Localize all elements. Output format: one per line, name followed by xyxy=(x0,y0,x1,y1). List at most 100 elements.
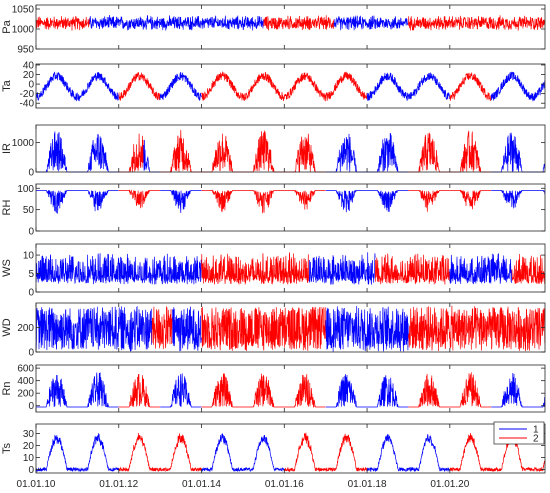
series-1-line xyxy=(491,372,546,408)
y-tick-label: 40 xyxy=(23,60,35,71)
series-2-line xyxy=(408,15,546,31)
series-1-line xyxy=(36,131,119,173)
series-2-line xyxy=(160,129,202,173)
series-2-line xyxy=(408,305,546,352)
series-2-line xyxy=(283,432,368,473)
y-tick-label: 1000 xyxy=(12,138,35,149)
axes-frame xyxy=(35,4,546,50)
x-tick-label: 01.01.12 xyxy=(99,479,138,490)
series-2-line xyxy=(408,130,492,173)
series-2-line xyxy=(118,133,144,173)
series-1-line xyxy=(160,373,202,408)
y-tick-label: 200 xyxy=(17,323,34,334)
panel-pa: 1050 1000 950 Pa xyxy=(1,4,546,56)
x-tick-label: 01.01.14 xyxy=(182,479,221,490)
y-tick-label: -20 xyxy=(20,89,35,100)
series-1-line xyxy=(35,305,153,352)
y-tick-label: 0 xyxy=(28,348,34,359)
series-2-line xyxy=(201,71,368,102)
axes-frame xyxy=(35,183,546,232)
series-1-line xyxy=(491,189,546,209)
x-tick-label: 01.01.10 xyxy=(17,479,56,490)
series-1-line xyxy=(490,71,546,102)
y-axis-label: RH xyxy=(1,200,13,216)
y-axis-label: Ta xyxy=(1,79,13,92)
legend-label-1: 1 xyxy=(533,425,539,436)
series-2-line xyxy=(151,306,173,350)
series-2-line xyxy=(408,372,492,408)
series-2-line xyxy=(449,432,546,472)
panel-ir: 1000 0 IR xyxy=(1,124,546,179)
y-axis-label: Rn xyxy=(1,381,13,395)
y-tick-label: 0 xyxy=(28,401,34,412)
y-tick-label: 1050 xyxy=(12,5,35,16)
panel-rh: 100 50 0 RH xyxy=(1,183,546,238)
series-1-line xyxy=(491,132,546,173)
y-tick-label: 0 xyxy=(28,80,34,91)
series-1-line xyxy=(325,132,409,173)
series-1-line xyxy=(325,305,409,352)
y-tick-label: 10 xyxy=(23,251,35,262)
y-tick-label: 5 xyxy=(28,269,34,280)
series-1-line xyxy=(143,139,160,173)
y-axis-label: IR xyxy=(1,143,13,154)
y-tick-label: 20 xyxy=(23,70,35,81)
series-2-line xyxy=(35,16,90,31)
series-1-line xyxy=(36,189,119,214)
axes-frame xyxy=(35,124,546,173)
series-2-line xyxy=(201,189,326,214)
y-tick-label: -40 xyxy=(20,99,35,110)
y-tick-label: 10 xyxy=(23,453,35,464)
y-axis-label: Pa xyxy=(1,19,13,33)
y-tick-label: 0 xyxy=(28,227,34,238)
axes-frame xyxy=(35,423,546,474)
series-1-line xyxy=(159,72,202,101)
y-axis-label: WD xyxy=(1,318,13,336)
series-2-line xyxy=(408,189,492,212)
y-tick-label: 50 xyxy=(23,205,35,216)
series-1-line xyxy=(89,14,264,31)
y-tick-label: 0 xyxy=(28,288,34,299)
series-2-line xyxy=(263,15,335,31)
legend-label-2: 2 xyxy=(533,434,539,445)
series-2-line xyxy=(201,373,326,408)
series-1-line xyxy=(325,189,409,213)
axes-frame xyxy=(35,364,546,413)
y-tick-label: 1000 xyxy=(12,25,35,36)
series-1-line xyxy=(366,434,450,473)
y-tick-label: 0 xyxy=(28,465,34,476)
y-tick-label: 950 xyxy=(17,45,34,56)
y-tick-label: 30 xyxy=(23,429,35,440)
series-1-line xyxy=(35,433,120,473)
legend: 12 xyxy=(493,421,545,445)
x-tick-label: 01.01.18 xyxy=(348,479,387,490)
y-tick-label: 20 xyxy=(23,441,35,452)
y-tick-label: 600 xyxy=(17,364,34,375)
series-1-line xyxy=(449,253,512,285)
series-1-line xyxy=(172,306,202,352)
series-2-line xyxy=(374,253,450,285)
y-tick-label: 0 xyxy=(28,168,34,179)
series-2-line xyxy=(511,253,546,285)
series-2-line xyxy=(118,373,160,408)
series-2-line xyxy=(118,189,160,209)
series-1-line xyxy=(36,372,119,408)
y-tick-label: 400 xyxy=(17,376,34,387)
y-tick-label: 200 xyxy=(17,389,34,400)
series-2-line xyxy=(449,72,492,102)
series-2-line xyxy=(118,432,202,473)
series-2-line xyxy=(201,306,326,352)
series-1-line xyxy=(366,72,451,101)
y-axis-label: Ts xyxy=(1,443,13,455)
series-1-line xyxy=(201,433,285,473)
x-tick-label: 01.01.20 xyxy=(430,479,469,490)
series-1-line xyxy=(35,71,119,102)
panel-ws: 10 5 0 WS xyxy=(1,243,546,299)
x-tick-label: 01.01.16 xyxy=(265,479,304,490)
series-2-line xyxy=(201,252,310,285)
series-1-line xyxy=(325,374,409,408)
